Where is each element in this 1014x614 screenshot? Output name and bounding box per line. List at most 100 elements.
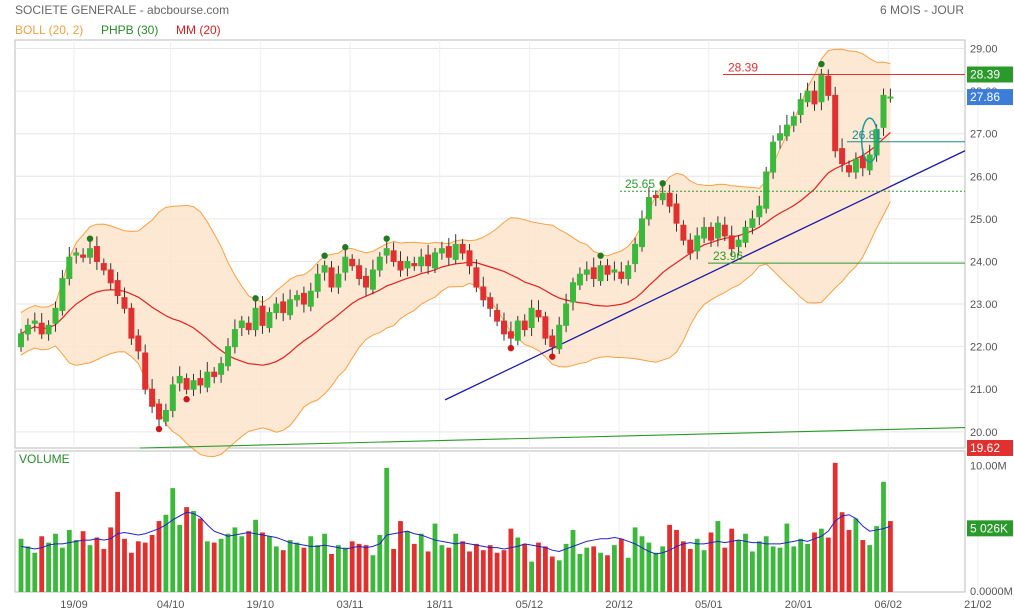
candle [473, 267, 480, 288]
volume-label: VOLUME [19, 452, 70, 466]
candle [280, 301, 287, 314]
phpb-marker-low [183, 396, 190, 403]
volume-bar [825, 537, 831, 592]
volume-bar [618, 538, 624, 592]
volume-bar [660, 546, 666, 592]
y-tick-label: 22.00 [970, 342, 998, 354]
volume-bar [743, 533, 748, 592]
volume-bar [273, 546, 279, 592]
candle [107, 269, 114, 284]
candle [749, 218, 756, 228]
candle [735, 239, 742, 248]
candle [142, 352, 149, 390]
candle [314, 273, 321, 292]
volume-bar [729, 528, 735, 592]
candle [369, 269, 376, 290]
candle [169, 384, 176, 412]
volume-bar [874, 526, 879, 592]
volume-bar [770, 546, 776, 592]
volume-bar [39, 536, 45, 592]
volume-bar [460, 541, 465, 592]
y-tick-label: 20.00 [970, 427, 998, 439]
volume-bar [391, 548, 396, 592]
legend-boll: BOLL (20, 2) [15, 23, 84, 37]
phpb-marker-high [597, 252, 604, 259]
price-badge [967, 66, 1013, 83]
volume-tick-label: 10.00M [970, 460, 1007, 472]
x-tick-label: 04/10 [157, 599, 185, 611]
volume-bar [411, 543, 417, 592]
candle [66, 256, 73, 279]
volume-bar [694, 538, 700, 592]
volume-bar [156, 521, 162, 592]
volume-bar [66, 529, 72, 592]
y-tick-label: 21.00 [970, 384, 998, 396]
candle [80, 254, 87, 258]
volume-bar [101, 548, 107, 592]
volume-bar [308, 536, 314, 592]
candle [583, 269, 590, 275]
volume-bar [591, 546, 597, 592]
y-tick-label: 26.00 [970, 171, 998, 183]
volume-bar [432, 523, 438, 592]
volume-bar [315, 545, 321, 592]
volume-bar [674, 529, 679, 592]
candle [100, 263, 107, 271]
volume-bar [425, 551, 431, 592]
candle [52, 307, 59, 324]
volume-bar [336, 545, 341, 592]
volume-bar [625, 557, 631, 592]
candle [714, 222, 721, 239]
volume-bar [384, 467, 390, 592]
candle [397, 260, 404, 271]
candle [445, 246, 452, 258]
volume-bar [108, 527, 114, 592]
candle [480, 286, 487, 301]
candle [162, 410, 169, 422]
y-tick-label: 25.00 [970, 214, 998, 226]
volume-bar [708, 532, 714, 592]
volume-bar [225, 533, 231, 592]
candle [18, 333, 24, 348]
volume-bar [177, 524, 183, 592]
candle [652, 194, 659, 199]
candle [514, 320, 521, 341]
volume-bar [853, 518, 859, 592]
candle [597, 265, 604, 282]
x-tick-label: 06/02 [874, 599, 902, 611]
volume-bar [115, 491, 120, 592]
legend-mm: MM (20) [176, 23, 221, 37]
volume-bar [25, 546, 31, 592]
volume-bar [812, 532, 817, 592]
volume-bar [839, 512, 845, 592]
legend-phpb: PHPB (30) [101, 23, 159, 37]
candle [673, 203, 680, 224]
candle [549, 335, 556, 348]
candle [818, 73, 825, 103]
candle [425, 254, 432, 267]
candle [231, 329, 238, 348]
volume-bar [584, 547, 590, 592]
candle [114, 280, 121, 297]
candle [211, 371, 218, 377]
candle [770, 141, 777, 173]
volume-bar [267, 536, 272, 592]
volume-bar [832, 462, 838, 592]
x-tick-label: 18/11 [426, 599, 453, 611]
volume-bar [398, 521, 403, 592]
volume-bar [184, 507, 189, 592]
volume-bar [487, 545, 493, 592]
candle [790, 116, 797, 126]
candle [570, 282, 576, 303]
candle [38, 322, 45, 335]
candle [266, 312, 273, 328]
price-badge-label: 28.39 [970, 67, 1000, 81]
volume-bar [363, 545, 369, 592]
volume-bar [370, 555, 376, 592]
price-badge-label: 27.86 [970, 90, 1000, 104]
phpb-marker-low [507, 344, 515, 352]
candle [45, 324, 52, 335]
candle [507, 331, 514, 339]
candle [245, 322, 252, 331]
candle [307, 290, 314, 307]
